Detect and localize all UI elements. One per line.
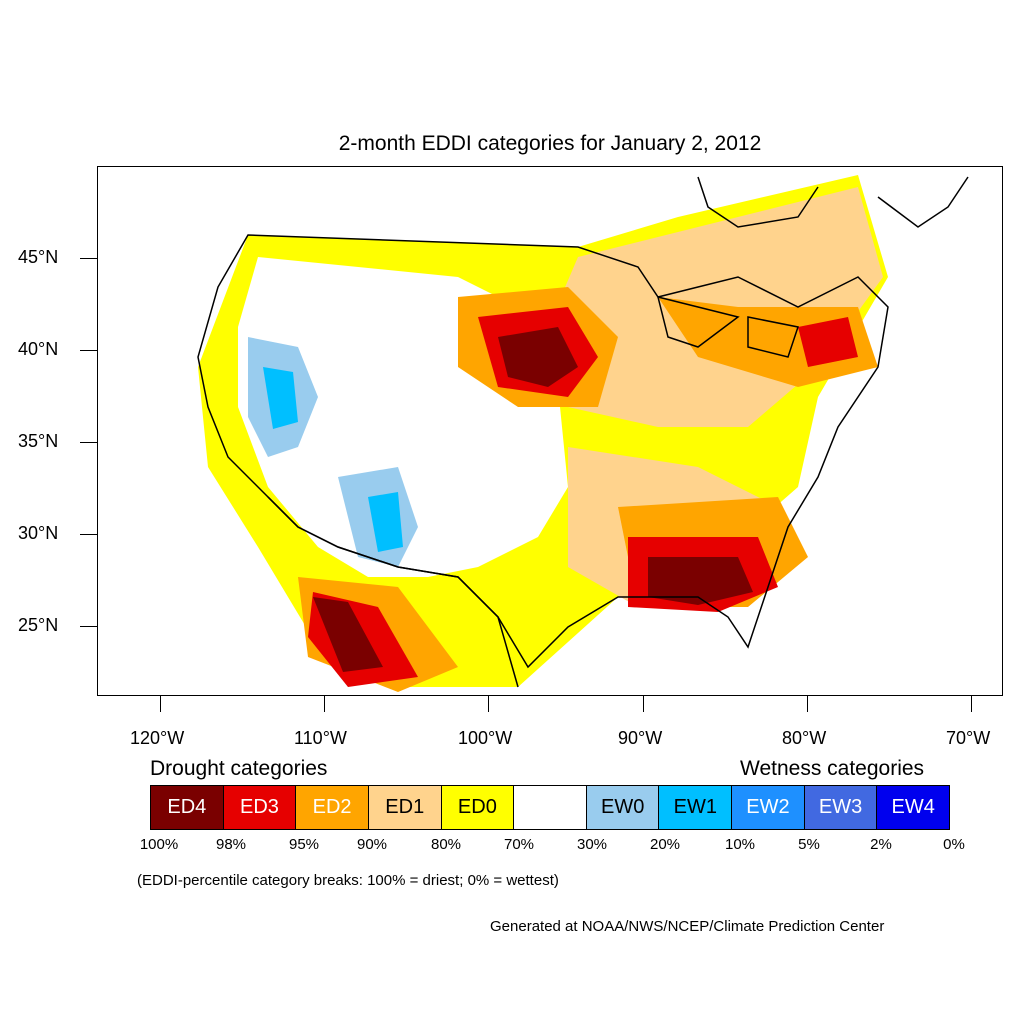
region-ed3-ne (798, 317, 858, 367)
lat-label-40: 40°N (18, 339, 59, 359)
break-70: 70% (503, 836, 535, 853)
region-ew1-az (368, 492, 403, 552)
break-95: 95% (288, 836, 320, 853)
lat-label-35: 35°N (18, 431, 59, 451)
break-100: 100% (139, 836, 179, 853)
lon-label-110: 110°W (294, 728, 347, 748)
mexico-outline (267, 496, 519, 688)
lon-tick-70 (971, 696, 972, 712)
legend-ed2: ED2 (296, 786, 369, 829)
lat-label-45: 45°N (18, 247, 59, 267)
break-98: 98% (215, 836, 247, 853)
great-lakes (656, 295, 799, 358)
break-5: 5% (798, 836, 820, 853)
lat-label-30: 30°N (18, 523, 59, 543)
lon-tick-110 (324, 696, 325, 712)
region-ew1-nv (263, 367, 298, 429)
eddi-field (198, 175, 888, 692)
break-30: 30% (576, 836, 608, 853)
legend-ew4: EW4 (877, 786, 950, 829)
legend-ew0: EW0 (586, 786, 660, 829)
lon-tick-80 (807, 696, 808, 712)
lat-tick-25 (80, 626, 97, 627)
wetness-heading: Wetness categories (740, 757, 925, 780)
lon-tick-100 (488, 696, 489, 712)
legend-ew1: EW1 (659, 786, 733, 829)
lon-tick-120 (160, 696, 161, 712)
legend-ew2: EW2 (732, 786, 805, 829)
lon-label-90: 90°W (618, 728, 663, 748)
break-20: 20% (649, 836, 681, 853)
region-ed4-mexico (313, 597, 383, 672)
category-note: (EDDI-percentile category breaks: 100% =… (137, 872, 559, 889)
map-canvas (197, 175, 969, 692)
break-2: 2% (870, 836, 892, 853)
lon-label-100: 100°W (458, 728, 513, 748)
lat-tick-40 (80, 350, 97, 351)
lat-label-25: 25°N (18, 615, 59, 635)
legend-bar: ED4 ED3 ED2 ED1 ED0 EW0 EW1 EW2 EW3 EW4 (150, 785, 950, 830)
map-title: 2-month EDDI categories for January 2, 2… (338, 132, 762, 155)
break-10: 10% (724, 836, 756, 853)
break-0: 0% (943, 836, 965, 853)
region-ed2-greatlakes (658, 297, 878, 387)
lon-tick-90 (643, 696, 644, 712)
legend-ed4: ED4 (151, 786, 224, 829)
lat-tick-45 (80, 258, 97, 259)
drought-heading: Drought categories (150, 757, 328, 780)
legend-ed3: ED3 (223, 786, 297, 829)
break-80: 80% (430, 836, 462, 853)
break-90: 90% (356, 836, 388, 853)
legend-ed0: ED0 (441, 786, 515, 829)
eddi-map (97, 166, 1003, 696)
credit-line: Generated at NOAA/NWS/NCEP/Climate Predi… (490, 918, 885, 935)
canada-coast (697, 176, 969, 228)
legend-normal (514, 786, 587, 829)
region-ed4-southeast (648, 557, 753, 605)
lat-tick-30 (80, 534, 97, 535)
lon-label-80: 80°W (782, 728, 827, 748)
lat-tick-35 (80, 442, 97, 443)
lon-label-120: 120°W (130, 728, 185, 748)
boundaries (197, 176, 969, 688)
lon-label-70: 70°W (946, 728, 991, 748)
legend-ed1: ED1 (368, 786, 442, 829)
legend-ew3: EW3 (804, 786, 878, 829)
region-ed4-central (498, 327, 578, 387)
